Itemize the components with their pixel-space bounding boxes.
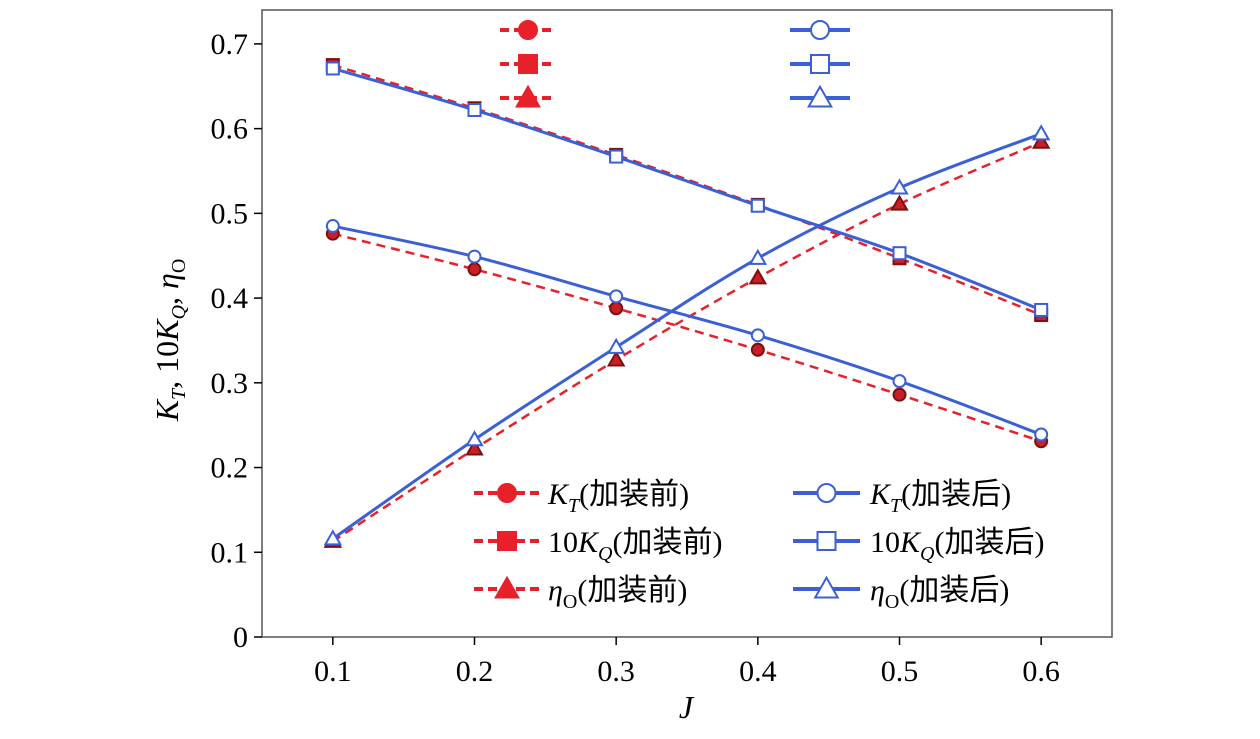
y-title-o: O (168, 259, 190, 273)
series-line-KT-before (333, 234, 1041, 442)
point-10KQ-after (327, 62, 339, 74)
top-legend-markers (500, 21, 850, 106)
legend-item-etaO-after: ηO(加装后) (793, 574, 1009, 613)
legend-marker (498, 484, 516, 502)
y-tick-label: 0.4 (211, 282, 249, 315)
y-title-eta: η (149, 273, 185, 289)
legend-marker (498, 532, 516, 550)
top-legend-marker-KT-before (519, 21, 537, 39)
point-etaO-after (750, 251, 765, 264)
legend: KT(加装前) 10KQ(加装前) ηO(加装前) KT(加装后) 10KQ(加装后) η… (474, 478, 1044, 613)
legend-item-KT-before: KT(加装前) (474, 478, 689, 517)
x-tick-label: 0.6 (1022, 655, 1060, 688)
y-tick-label: 0 (233, 621, 248, 654)
y-tick-label: 0.3 (211, 367, 249, 400)
x-tick-label: 0.4 (739, 655, 777, 688)
y-axis-title: KT, 10KQ, ηO (149, 259, 190, 423)
y-tick-label: 0.6 (211, 113, 249, 146)
point-KT-before (752, 344, 764, 356)
x-tick-label: 0.5 (881, 655, 919, 688)
series-line-10KQ-before (333, 65, 1041, 315)
legend-item-KT-after: KT(加装后) (793, 478, 1011, 517)
y-tick-label: 0.2 (211, 452, 249, 485)
legend-label: KT(加装后) (869, 478, 1011, 517)
top-legend-marker-10KQ-before (519, 55, 537, 73)
legend-marker (818, 532, 836, 550)
y-title-sep: , (149, 289, 185, 305)
y-title-10: , 10 (149, 341, 185, 389)
legend-item-10KQ-after: 10KQ(加装后) (793, 526, 1044, 565)
point-etaO-before (750, 270, 765, 283)
y-title-q: Q (168, 304, 190, 319)
point-etaO-before (609, 352, 624, 365)
legend-label: ηO(加装前) (548, 574, 687, 613)
x-tick-label: 0.3 (597, 655, 635, 688)
top-legend-marker-10KQ-after (811, 55, 829, 73)
legend-label: 10KQ(加装前) (548, 526, 722, 565)
legend-label: ηO(加装后) (870, 574, 1009, 613)
y-tick-label: 0.1 (211, 536, 249, 569)
legend-item-etaO-before: ηO(加装前) (474, 574, 687, 613)
y-tick-label: 0.5 (211, 197, 249, 230)
series-line-10KQ-after (333, 68, 1041, 309)
series-10KQ-after (327, 62, 1047, 315)
series-KT-before (327, 228, 1047, 448)
point-KT-after (894, 375, 906, 387)
x-axis-title: J (679, 689, 695, 725)
point-etaO-after (609, 340, 624, 353)
y-title-k2: K (149, 318, 185, 342)
legend-label: 10KQ(加装后) (870, 526, 1044, 565)
point-KT-before (894, 389, 906, 401)
series-line-KT-after (333, 226, 1041, 434)
point-10KQ-after (610, 151, 622, 163)
point-KT-before (469, 263, 481, 275)
legend-marker (818, 484, 836, 502)
point-10KQ-after (894, 247, 906, 259)
point-KT-after (327, 220, 339, 232)
x-tick-label: 0.1 (314, 655, 352, 688)
point-KT-before (610, 302, 622, 314)
point-etaO-before (892, 197, 907, 210)
y-tick-label: 0.7 (211, 28, 249, 61)
legend-item-10KQ-before: 10KQ(加装前) (474, 526, 722, 565)
x-tick-label: 0.2 (456, 655, 494, 688)
point-etaO-after (1034, 126, 1049, 139)
point-KT-after (1035, 428, 1047, 440)
legend-label: KT(加装前) (547, 478, 689, 517)
point-KT-after (469, 251, 481, 263)
point-KT-after (610, 290, 622, 302)
top-legend-marker-KT-after (811, 21, 829, 39)
point-etaO-after (467, 432, 482, 445)
chart: 0.1 0.2 0.3 0.4 0.5 0.6 0 0.1 0.2 0.3 0.4 0.5 0.6 0.7… (0, 0, 1260, 739)
point-10KQ-after (752, 200, 764, 212)
point-KT-after (752, 329, 764, 341)
legend-marker (496, 578, 519, 598)
point-10KQ-after (469, 104, 481, 116)
series-layer (325, 59, 1048, 547)
point-10KQ-after (1035, 304, 1047, 316)
y-title-k: K (149, 398, 185, 422)
